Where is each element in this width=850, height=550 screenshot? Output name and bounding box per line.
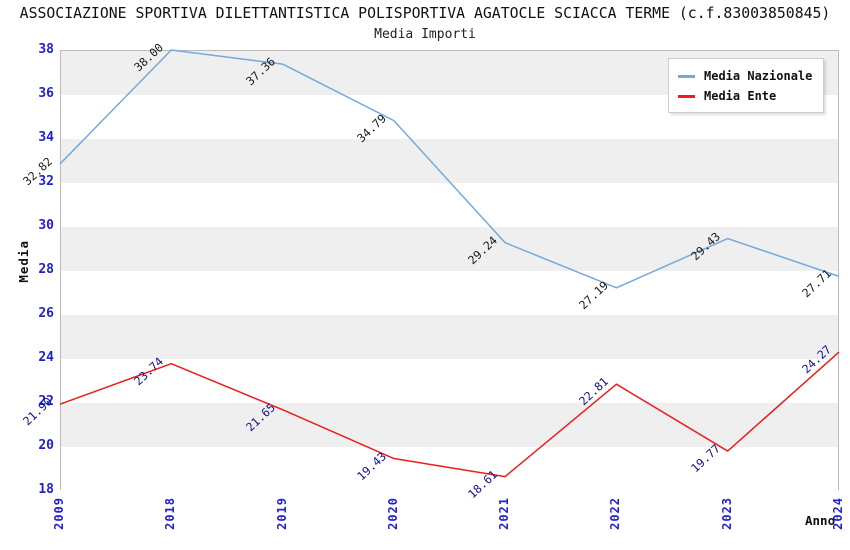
plot-area — [60, 50, 839, 491]
x-tick-label: 2021 — [497, 497, 512, 530]
x-tick-label: 2009 — [52, 497, 66, 530]
x-tick-label: 2022 — [608, 497, 623, 530]
grid-band — [61, 183, 838, 227]
y-tick-label: 20 — [38, 438, 54, 453]
y-tick-label: 38 — [38, 42, 54, 57]
legend-item-label: Media Nazionale — [704, 69, 813, 83]
chart-title: ASSOCIAZIONE SPORTIVA DILETTANTISTICA PO… — [19, 5, 831, 22]
grid-band — [61, 271, 838, 315]
legend-line-swatch — [678, 94, 695, 98]
y-tick-label: 28 — [38, 262, 54, 277]
x-tick-label: 2020 — [385, 497, 400, 530]
y-tick-label: 32 — [38, 174, 54, 189]
grid-band — [61, 315, 838, 359]
legend-item: Media Nazionale — [678, 66, 812, 86]
legend: Media Nazionale Media Ente — [668, 58, 825, 113]
x-tick-label: 2023 — [719, 497, 734, 530]
legend-item-label: Media Ente — [704, 89, 777, 103]
x-axis-title: Anno — [805, 513, 836, 528]
grid-band — [61, 447, 838, 491]
y-tick-label: 30 — [38, 218, 54, 233]
legend-item: Media Ente — [678, 86, 812, 106]
y-tick-label: 18 — [38, 482, 54, 497]
y-tick-label: 22 — [38, 394, 54, 409]
grid-band — [61, 227, 838, 271]
x-tick-label: 2018 — [163, 497, 178, 530]
chart-subtitle: Media Importi — [374, 27, 476, 42]
legend-line-swatch — [678, 74, 695, 78]
grid-band — [61, 359, 838, 403]
y-tick-label: 36 — [38, 86, 54, 101]
grid-band — [61, 139, 838, 183]
x-tick-label: 2019 — [274, 497, 289, 530]
y-tick-label: 24 — [38, 350, 54, 365]
y-tick-label: 26 — [38, 306, 54, 321]
grid-band — [61, 403, 838, 447]
y-tick-label: 34 — [38, 130, 54, 145]
